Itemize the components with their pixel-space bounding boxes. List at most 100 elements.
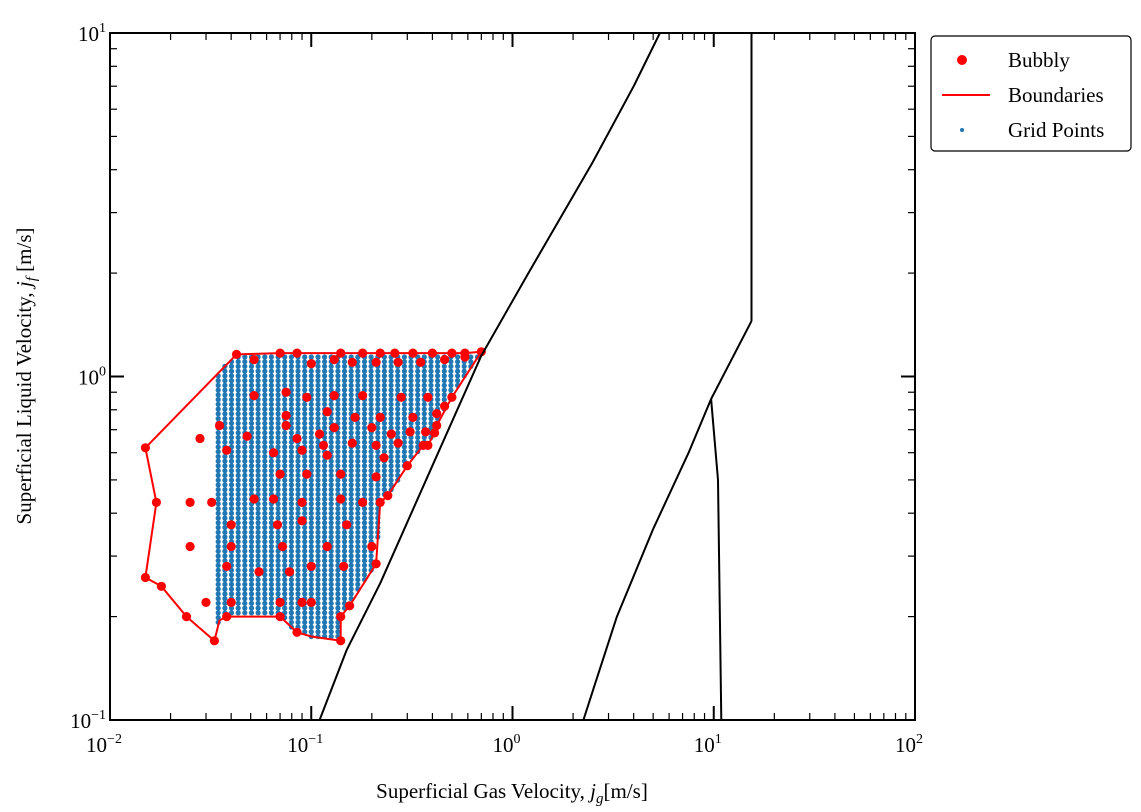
grid-point xyxy=(435,382,441,388)
bubbly-point xyxy=(367,423,377,433)
grid-point xyxy=(441,392,447,398)
grid-point xyxy=(341,363,348,369)
grid-point xyxy=(242,510,248,516)
grid-point xyxy=(355,482,361,488)
bubbly-point xyxy=(375,497,385,507)
grid-point xyxy=(302,572,308,578)
grid-point xyxy=(315,591,321,597)
grid-point xyxy=(315,496,321,502)
grid-point xyxy=(315,539,321,545)
grid-point xyxy=(341,591,348,597)
grid-point xyxy=(328,581,334,588)
grid-point xyxy=(235,534,241,540)
grid-point xyxy=(441,378,447,384)
grid-point xyxy=(388,420,394,426)
tick-label: 101 xyxy=(78,21,106,46)
grid-point xyxy=(361,482,368,488)
grid-point xyxy=(255,543,261,550)
grid-point xyxy=(328,363,334,369)
grid-point xyxy=(215,577,221,583)
grid-point xyxy=(315,453,321,460)
grid-point xyxy=(368,506,374,512)
grid-point xyxy=(315,439,321,445)
grid-point xyxy=(242,529,248,535)
grid-point xyxy=(388,425,394,431)
grid-point xyxy=(255,458,261,464)
grid-point xyxy=(268,534,274,540)
grid-point xyxy=(355,581,361,588)
grid-point xyxy=(395,373,401,379)
grid-point xyxy=(388,359,394,365)
grid-point xyxy=(361,378,368,384)
grid-point xyxy=(381,406,387,412)
grid-point xyxy=(275,430,281,436)
grid-point xyxy=(222,373,228,379)
grid-point xyxy=(355,425,361,431)
grid-point xyxy=(288,487,294,493)
grid-point xyxy=(282,430,288,436)
grid-point xyxy=(222,496,228,502)
grid-point xyxy=(302,619,308,625)
grid-point xyxy=(455,363,461,369)
grid-point xyxy=(341,449,348,455)
grid-point xyxy=(421,406,427,412)
grid-point xyxy=(322,520,328,526)
grid-point xyxy=(401,406,407,412)
grid-point xyxy=(215,534,221,540)
grid-point xyxy=(355,572,361,578)
grid-point xyxy=(242,444,248,450)
grid-point xyxy=(248,420,255,426)
grid-point xyxy=(242,581,248,588)
grid-point xyxy=(282,501,288,507)
grid-point xyxy=(395,406,401,412)
grid-point xyxy=(268,354,274,360)
grid-point xyxy=(368,515,374,521)
grid-point xyxy=(308,543,314,550)
grid-point xyxy=(375,491,381,497)
grid-point xyxy=(262,472,268,478)
grid-point xyxy=(355,562,361,569)
grid-point xyxy=(262,359,268,365)
grid-point xyxy=(348,548,354,554)
grid-point xyxy=(295,615,301,621)
grid-point xyxy=(322,373,328,379)
grid-point xyxy=(228,482,235,488)
grid-point xyxy=(268,610,274,616)
bubbly-point xyxy=(427,348,437,358)
grid-point xyxy=(242,406,248,412)
grid-point xyxy=(315,378,321,384)
grid-point xyxy=(255,463,261,469)
grid-point xyxy=(275,534,281,540)
grid-point xyxy=(262,444,268,450)
grid-point xyxy=(235,382,241,388)
grid-point xyxy=(282,524,288,531)
bubbly-point xyxy=(402,461,412,471)
grid-point xyxy=(268,510,274,516)
grid-point xyxy=(255,449,261,455)
grid-point xyxy=(381,449,387,455)
grid-point xyxy=(215,401,221,407)
grid-point xyxy=(335,572,341,578)
grid-point xyxy=(401,411,407,417)
grid-point xyxy=(388,368,394,374)
grid-point xyxy=(348,510,354,516)
grid-point xyxy=(262,425,268,431)
grid-point xyxy=(401,425,407,431)
grid-point xyxy=(348,453,354,460)
transition-curve xyxy=(710,398,723,720)
grid-point xyxy=(415,368,421,374)
grid-point xyxy=(322,600,328,606)
grid-point xyxy=(335,624,341,630)
grid-point xyxy=(295,392,301,398)
grid-point xyxy=(235,359,241,365)
grid-point xyxy=(242,534,248,540)
grid-point xyxy=(242,553,248,559)
grid-point xyxy=(341,392,348,398)
grid-point xyxy=(228,430,235,436)
grid-point xyxy=(248,572,255,578)
grid-point xyxy=(268,539,274,545)
grid-point xyxy=(222,406,228,412)
grid-point xyxy=(255,453,261,460)
grid-point xyxy=(322,378,328,384)
grid-point xyxy=(268,515,274,521)
